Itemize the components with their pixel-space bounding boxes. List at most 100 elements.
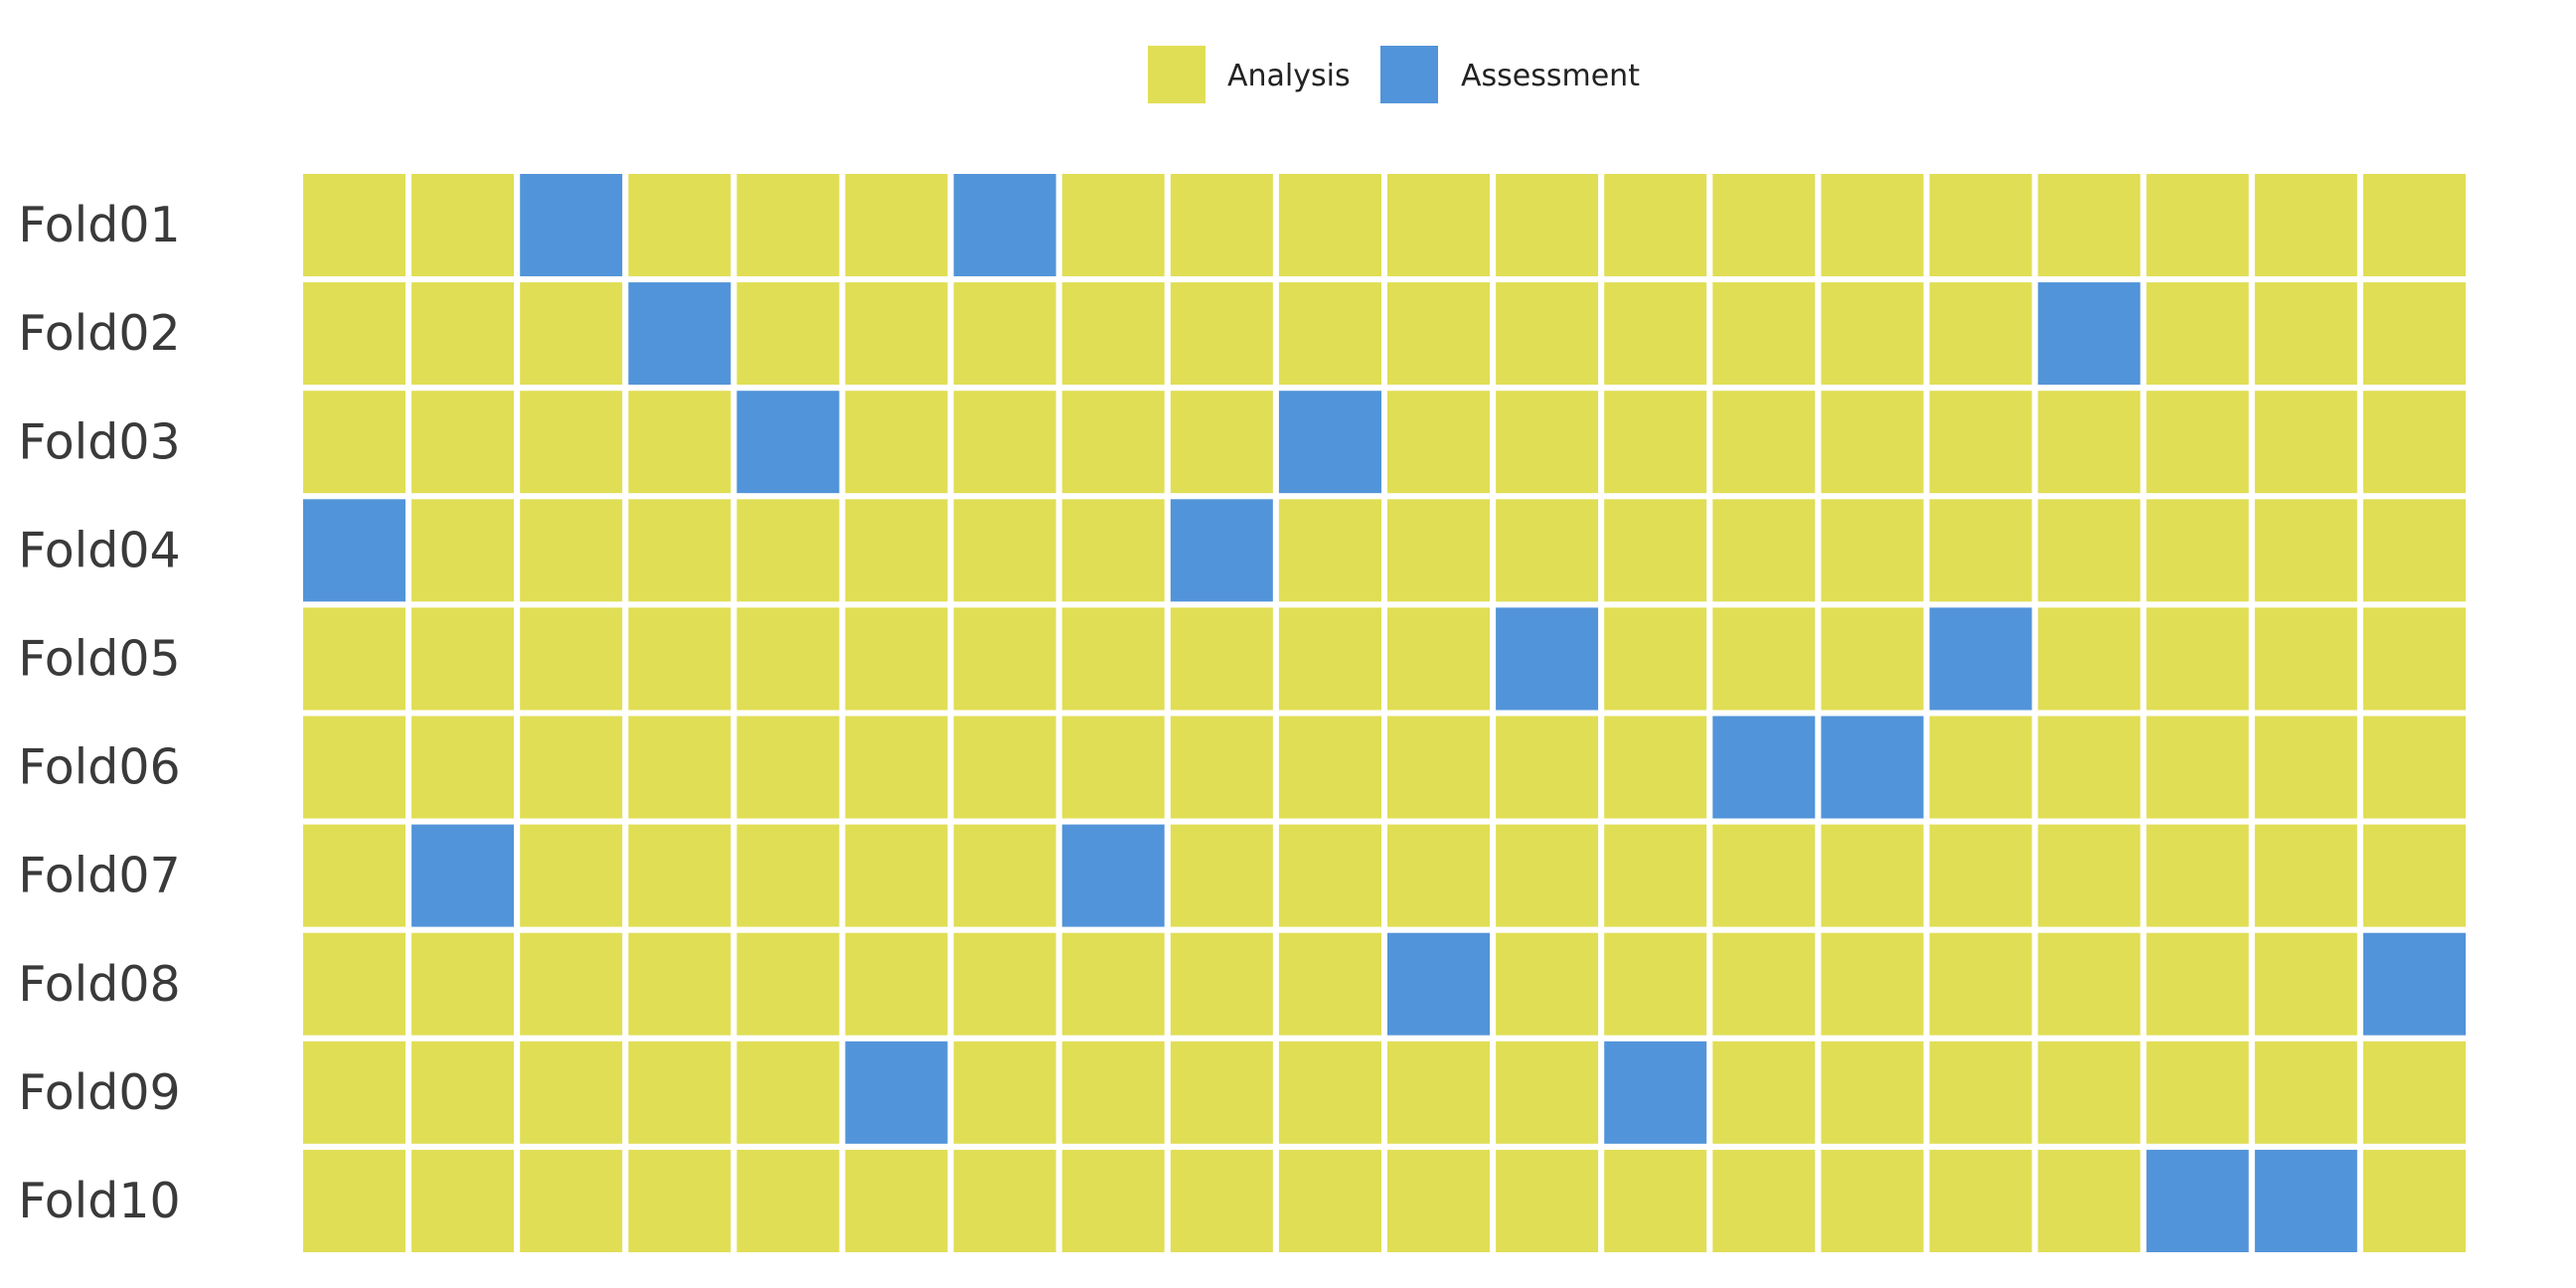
cell-fold07-8-assessment: [1055, 818, 1171, 933]
cell-fold07-6-analysis: [839, 818, 954, 933]
cell-fold09-7-analysis: [947, 1035, 1062, 1150]
cell-fold04-5-analysis: [730, 493, 846, 608]
cell-fold02-9-analysis: [1164, 276, 1279, 392]
cell-fold07-3-analysis: [514, 818, 629, 933]
cell-fold02-7-analysis: [947, 276, 1062, 392]
cell-fold09-17-analysis: [2031, 1035, 2147, 1150]
cell-fold03-14-analysis: [1706, 385, 1822, 500]
cell-fold01-18-analysis: [2140, 168, 2255, 283]
cell-fold03-5-assessment: [730, 385, 846, 500]
cell-fold05-1-analysis: [297, 601, 412, 717]
cell-fold08-13-analysis: [1598, 926, 1713, 1042]
cell-fold04-6-analysis: [839, 493, 954, 608]
cell-fold04-4-analysis: [622, 493, 737, 608]
cell-fold09-14-analysis: [1706, 1035, 1822, 1150]
cell-fold04-15-analysis: [1815, 493, 1930, 608]
cell-fold08-19-analysis: [2248, 926, 2363, 1042]
cell-fold04-8-analysis: [1055, 493, 1171, 608]
cell-fold06-17-analysis: [2031, 710, 2147, 825]
cell-fold05-8-analysis: [1055, 601, 1171, 717]
cell-fold08-8-analysis: [1055, 926, 1171, 1042]
cell-fold07-15-analysis: [1815, 818, 1930, 933]
cell-fold09-8-analysis: [1055, 1035, 1171, 1150]
cell-fold01-11-analysis: [1381, 168, 1497, 283]
cell-fold01-20-analysis: [2356, 168, 2472, 283]
cell-fold05-3-analysis: [514, 601, 629, 717]
cell-fold09-16-analysis: [1923, 1035, 2038, 1150]
legend-label-assessment: Assessment: [1461, 59, 1640, 93]
cell-fold08-6-analysis: [839, 926, 954, 1042]
cell-fold04-17-analysis: [2031, 493, 2147, 608]
cell-fold08-3-analysis: [514, 926, 629, 1042]
cell-fold06-16-analysis: [1923, 710, 2038, 825]
cell-fold04-18-analysis: [2140, 493, 2255, 608]
cell-fold09-18-analysis: [2140, 1035, 2255, 1150]
cell-fold01-19-analysis: [2248, 168, 2363, 283]
cell-fold02-18-analysis: [2140, 276, 2255, 392]
cell-fold06-19-analysis: [2248, 710, 2363, 825]
legend-swatch-analysis: [1148, 46, 1206, 103]
cell-fold09-12-analysis: [1490, 1035, 1605, 1150]
cell-fold03-2-analysis: [405, 385, 521, 500]
cell-fold10-4-analysis: [622, 1143, 737, 1259]
cell-fold06-13-analysis: [1598, 710, 1713, 825]
cell-fold03-6-analysis: [839, 385, 954, 500]
cell-fold10-1-analysis: [297, 1143, 412, 1259]
cell-fold03-18-analysis: [2140, 385, 2255, 500]
cell-fold06-1-analysis: [297, 710, 412, 825]
cell-fold07-1-analysis: [297, 818, 412, 933]
cell-fold10-3-analysis: [514, 1143, 629, 1259]
cell-fold10-20-analysis: [2356, 1143, 2472, 1259]
cell-fold05-6-analysis: [839, 601, 954, 717]
cell-fold08-20-assessment: [2356, 926, 2472, 1042]
cell-fold09-15-analysis: [1815, 1035, 1930, 1150]
cell-fold03-20-analysis: [2356, 385, 2472, 500]
cell-fold02-10-analysis: [1272, 276, 1388, 392]
cell-fold08-2-analysis: [405, 926, 521, 1042]
cell-fold03-3-analysis: [514, 385, 629, 500]
cell-fold03-8-analysis: [1055, 385, 1171, 500]
row-label-fold02: Fold02: [18, 305, 181, 362]
row-label-fold03: Fold03: [18, 413, 181, 470]
cell-fold04-14-analysis: [1706, 493, 1822, 608]
cell-fold07-13-analysis: [1598, 818, 1713, 933]
cell-fold04-10-analysis: [1272, 493, 1388, 608]
cell-fold10-12-analysis: [1490, 1143, 1605, 1259]
cell-fold06-5-analysis: [730, 710, 846, 825]
cell-fold07-11-analysis: [1381, 818, 1497, 933]
cell-fold01-8-analysis: [1055, 168, 1171, 283]
cell-fold07-19-analysis: [2248, 818, 2363, 933]
cell-fold09-5-analysis: [730, 1035, 846, 1150]
cell-fold05-13-analysis: [1598, 601, 1713, 717]
cell-fold07-9-analysis: [1164, 818, 1279, 933]
cell-fold02-15-analysis: [1815, 276, 1930, 392]
cell-fold06-8-analysis: [1055, 710, 1171, 825]
cell-fold03-11-analysis: [1381, 385, 1497, 500]
cell-fold08-18-analysis: [2140, 926, 2255, 1042]
cell-fold09-6-assessment: [839, 1035, 954, 1150]
cell-fold10-18-assessment: [2140, 1143, 2255, 1259]
cell-fold07-18-analysis: [2140, 818, 2255, 933]
cell-fold05-15-analysis: [1815, 601, 1930, 717]
cell-fold05-19-analysis: [2248, 601, 2363, 717]
cell-fold03-16-analysis: [1923, 385, 2038, 500]
cell-fold08-17-analysis: [2031, 926, 2147, 1042]
cell-fold07-12-analysis: [1490, 818, 1605, 933]
cell-fold06-14-assessment: [1706, 710, 1822, 825]
cell-fold08-1-analysis: [297, 926, 412, 1042]
cell-fold01-10-analysis: [1272, 168, 1388, 283]
cell-fold08-9-analysis: [1164, 926, 1279, 1042]
cell-fold03-15-analysis: [1815, 385, 1930, 500]
row-label-fold08: Fold08: [18, 956, 181, 1013]
cell-fold02-3-analysis: [514, 276, 629, 392]
cell-fold01-12-analysis: [1490, 168, 1605, 283]
cell-fold09-19-analysis: [2248, 1035, 2363, 1150]
cell-fold04-1-assessment: [297, 493, 412, 608]
cell-fold08-14-analysis: [1706, 926, 1822, 1042]
cell-fold07-10-analysis: [1272, 818, 1388, 933]
row-labels: Fold01 Fold02 Fold03 Fold04 Fold05 Fold06 Fold…: [18, 197, 181, 1229]
cell-fold09-4-analysis: [622, 1035, 737, 1150]
cell-fold06-2-analysis: [405, 710, 521, 825]
cell-fold02-2-analysis: [405, 276, 521, 392]
